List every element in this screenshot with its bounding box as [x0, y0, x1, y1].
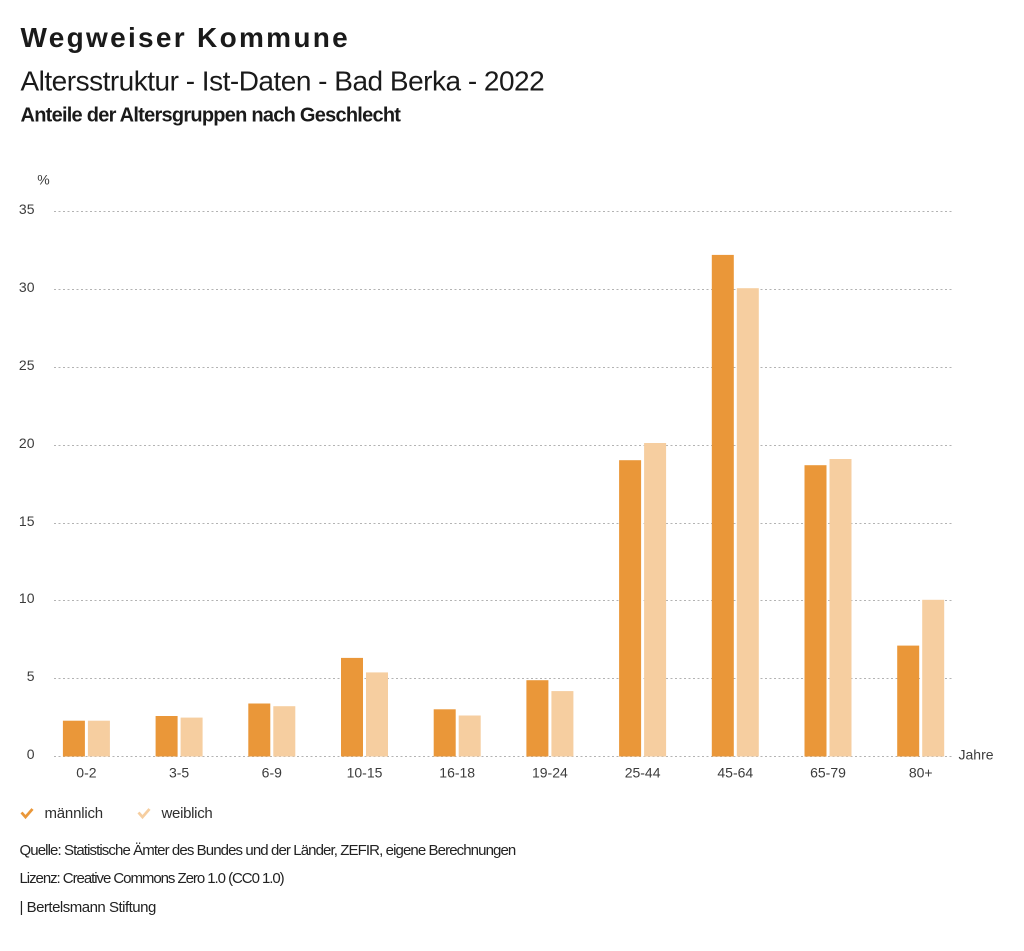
svg-text:65-79: 65-79 [810, 765, 846, 781]
svg-text:0-2: 0-2 [76, 765, 96, 781]
svg-text:weiblich: weiblich [161, 805, 213, 822]
svg-text:35: 35 [19, 201, 35, 217]
svg-text:Wegweiser Kommune: Wegweiser Kommune [21, 22, 351, 53]
svg-text:Anteile der Altersgruppen nach: Anteile der Altersgruppen nach Geschlech… [21, 105, 402, 127]
svg-text:10-15: 10-15 [347, 765, 383, 781]
svg-text:10: 10 [19, 590, 35, 606]
svg-text:15: 15 [19, 513, 35, 529]
svg-text:Altersstruktur - Ist-Daten - B: Altersstruktur - Ist-Daten - Bad Berka -… [21, 66, 545, 97]
svg-text:45-64: 45-64 [717, 765, 753, 781]
svg-text:16-18: 16-18 [439, 765, 475, 781]
svg-text:Jahre: Jahre [959, 747, 994, 763]
svg-text:männlich: männlich [45, 805, 103, 822]
svg-text:25: 25 [19, 357, 35, 373]
svg-text:0: 0 [27, 746, 35, 762]
svg-text:25-44: 25-44 [625, 765, 661, 781]
svg-text:| Bertelsmann Stiftung: | Bertelsmann Stiftung [20, 899, 156, 916]
svg-text:%: % [37, 172, 49, 188]
svg-text:6-9: 6-9 [262, 765, 282, 781]
svg-text:Lizenz: Creative Commons Zero: Lizenz: Creative Commons Zero 1.0 (CC0 1… [20, 870, 285, 887]
svg-text:Quelle: Statistische Ämter des: Quelle: Statistische Ämter des Bundes un… [20, 842, 516, 859]
svg-text:30: 30 [19, 279, 35, 295]
svg-text:5: 5 [27, 668, 35, 684]
svg-text:19-24: 19-24 [532, 765, 568, 781]
svg-text:20: 20 [19, 435, 35, 451]
svg-text:80+: 80+ [909, 765, 933, 781]
svg-text:3-5: 3-5 [169, 765, 189, 781]
